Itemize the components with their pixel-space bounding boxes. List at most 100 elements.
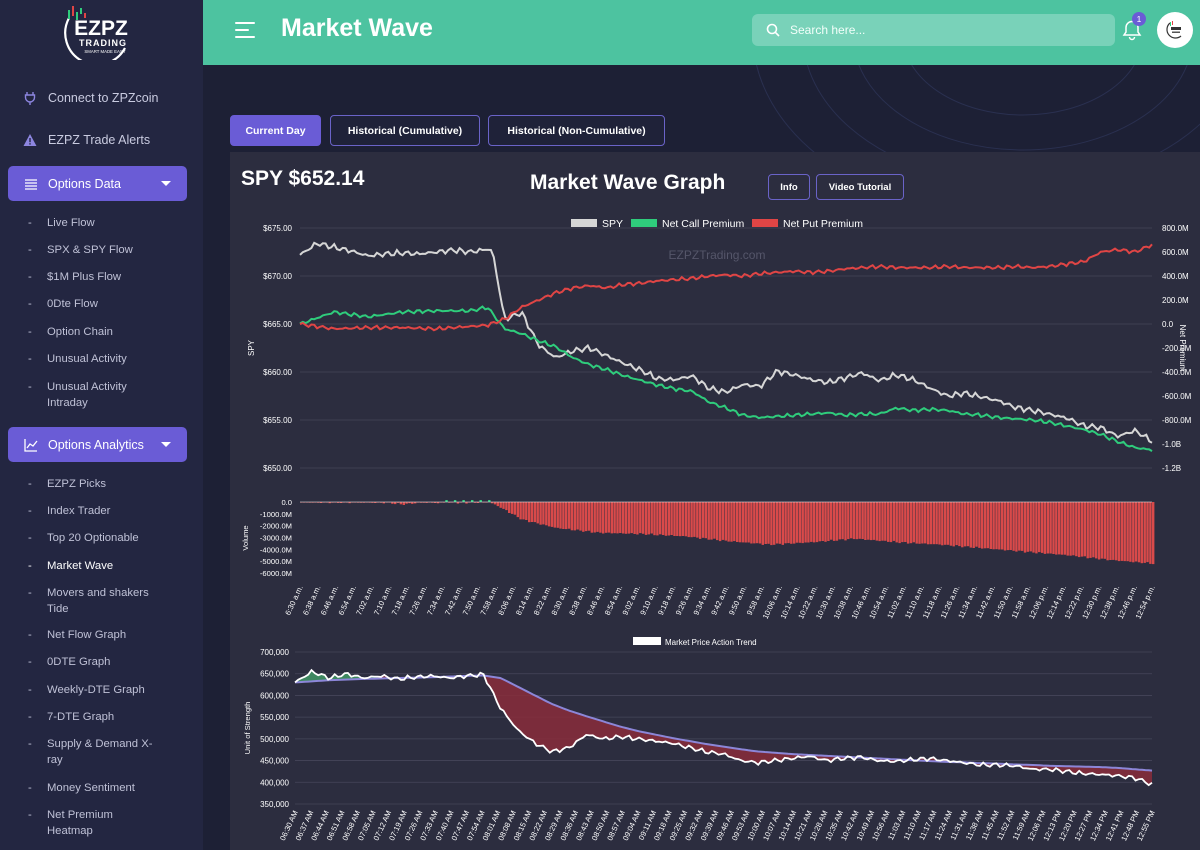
volume-bar — [411, 502, 414, 504]
volume-bar — [471, 500, 474, 502]
volume-bar — [1035, 502, 1038, 554]
sidebar-item-market-wave[interactable]: - Market Wave — [28, 559, 178, 575]
sidebar-item-supply-demand-xray[interactable]: - Supply & Demand X-ray — [28, 737, 168, 768]
sidebar-item-0dte-flow[interactable]: -0Dte Flow — [28, 297, 178, 313]
ezpz-logo[interactable]: EZPZ TRADING SMART MADE EASY — [55, 4, 147, 60]
background-contour-pattern — [756, 65, 1200, 155]
volume-bar — [396, 502, 400, 503]
sidebar-item-money-sentiment[interactable]: - Money Sentiment — [28, 781, 178, 797]
volume-bar — [490, 502, 494, 504]
tab-current-day[interactable]: Current Day — [230, 115, 321, 146]
volume-bar — [1003, 502, 1007, 551]
volume-bar — [795, 502, 799, 543]
sidebar-item-0dte-graph[interactable]: -0DTE Graph — [28, 655, 178, 671]
volume-bar — [1095, 502, 1098, 559]
volume-bar — [616, 502, 619, 534]
volume-bar — [433, 502, 437, 503]
volume-bar — [701, 502, 705, 538]
y-right-tick-label: 0.0 — [1162, 320, 1174, 329]
options-data-section[interactable]: Options Data — [8, 166, 187, 201]
sidebar-item-net-flow-graph[interactable]: - Net Flow Graph — [28, 628, 178, 644]
volume-bar — [872, 502, 876, 540]
legend-label: SPY — [602, 218, 623, 230]
sidebar-item-unusual-activity[interactable]: - Unusual Activity — [28, 352, 178, 368]
sidebar-item-7-dte-graph[interactable]: -7-DTE Graph — [28, 710, 178, 726]
video-tutorial-button[interactable]: Video Tutorial — [816, 174, 904, 200]
trade-alerts-link[interactable]: EZPZ Trade Alerts — [22, 132, 150, 148]
tab-historical-cumulative[interactable]: Historical (Cumulative) — [330, 115, 480, 146]
search-input[interactable] — [790, 23, 1090, 37]
volume-bar — [565, 502, 568, 530]
volume-bar — [488, 500, 491, 502]
volume-bar — [963, 502, 967, 547]
volume-bar — [832, 502, 836, 541]
sidebar-item-movers-shakers-tide[interactable]: - Movers and shakers Tide — [28, 586, 168, 617]
y-right-tick-label: -1.2B — [1162, 464, 1181, 473]
y-left-tick-label: $650.00 — [263, 464, 292, 473]
avatar[interactable] — [1157, 12, 1193, 48]
sidebar-item-spx-spy-flow[interactable]: - SPX & SPY Flow — [28, 243, 178, 259]
volume-bar — [895, 502, 898, 543]
volume-bar — [456, 502, 460, 504]
volume-tick-label: -3000.0M — [260, 534, 292, 543]
hamburger-menu-icon[interactable] — [235, 22, 255, 40]
volume-bar — [473, 502, 477, 503]
volume-bar — [556, 502, 559, 528]
volume-bar — [493, 502, 497, 505]
sidebar-item-label: Live Flow — [47, 217, 95, 229]
sidebar-item-1m-plus-flow[interactable]: - $1M Plus Flow — [28, 270, 178, 286]
strength-tick-label: 500,000 — [260, 735, 289, 744]
volume-bar — [519, 502, 522, 520]
volume-bar — [1023, 502, 1027, 553]
volume-bar — [889, 502, 893, 543]
sidebar-item-net-premium-heatmap[interactable]: - Net Premium Heatmap — [28, 808, 138, 839]
volume-bar — [619, 502, 622, 533]
volume-bar — [918, 502, 921, 544]
volume-bar — [419, 502, 423, 503]
volume-bar — [881, 502, 884, 541]
legend-swatch — [571, 219, 597, 227]
volume-bar — [869, 502, 873, 541]
trend-fill-area — [295, 670, 1152, 786]
tab-historical-non-cumulative[interactable]: Historical (Non-Cumulative) — [488, 115, 665, 146]
volume-bar — [667, 502, 671, 536]
volume-bar — [1009, 502, 1012, 550]
volume-bar — [713, 502, 716, 539]
volume-bar — [807, 502, 810, 543]
volume-bar — [1146, 502, 1149, 563]
avatar-logo-icon — [1166, 21, 1182, 39]
volume-bar — [801, 502, 804, 544]
sidebar-item-label: Weekly-DTE Graph — [47, 684, 145, 696]
volume-bar — [394, 502, 397, 505]
volume-bar — [584, 502, 588, 532]
volume-bar — [516, 502, 520, 518]
volume-bar — [838, 502, 842, 540]
volume-bar — [867, 502, 870, 540]
sidebar-item-label: Movers and shakers Tide — [47, 587, 149, 615]
volume-bar — [924, 502, 927, 544]
info-button[interactable]: Info — [768, 174, 810, 200]
volume-bar — [1058, 502, 1061, 555]
volume-bar — [661, 502, 665, 535]
volume-bar — [362, 502, 366, 503]
sidebar-item-ezpz-picks[interactable]: - EZPZ Picks — [28, 477, 178, 493]
sidebar-item-label: Unusual Activity Intraday — [47, 381, 127, 409]
legend-swatch — [631, 219, 657, 227]
volume-bar — [1109, 502, 1112, 560]
volume-bar — [359, 502, 363, 503]
sidebar-item-index-trader[interactable]: - Index Trader — [28, 504, 178, 520]
connect-zpzcoin-link[interactable]: Connect to ZPZcoin — [22, 90, 158, 106]
volume-bar — [1115, 502, 1118, 561]
sidebar-item-weekly-dte-graph[interactable]: - Weekly-DTE Graph — [28, 683, 178, 699]
sidebar-item-unusual-activity-intraday[interactable]: - Unusual Activity Intraday — [28, 380, 148, 411]
volume-bar — [767, 502, 770, 544]
volume-bar — [1092, 502, 1095, 558]
sidebar-item-live-flow[interactable]: - Live Flow — [28, 216, 178, 232]
sidebar-item-option-chain[interactable]: - Option Chain — [28, 325, 178, 341]
sidebar-item-top-20-optionable[interactable]: - Top 20 Optionable — [28, 531, 178, 547]
options-analytics-section[interactable]: Options Analytics — [8, 427, 187, 462]
volume-bar — [1140, 502, 1144, 564]
volume-bar — [664, 502, 668, 536]
volume-bar — [741, 502, 745, 543]
